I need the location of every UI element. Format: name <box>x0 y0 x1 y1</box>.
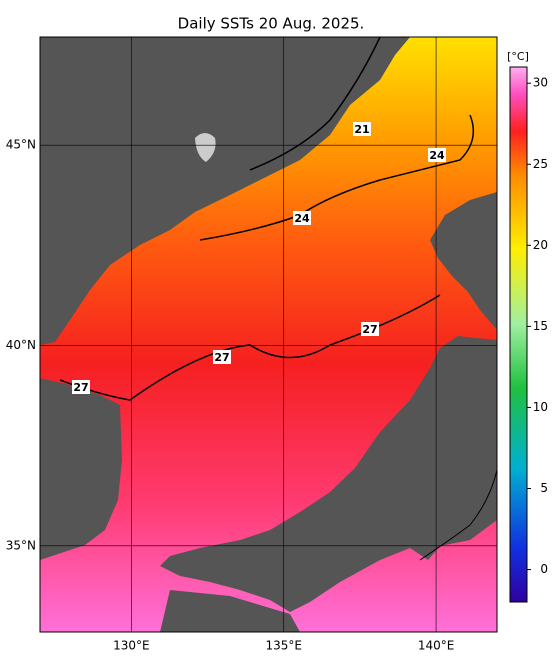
contour-label: 21 <box>354 123 369 136</box>
colorbar-tick-label: 15 <box>533 319 548 333</box>
colorbar <box>509 66 528 603</box>
contour-label-box <box>72 380 90 394</box>
contour-label: 27 <box>362 323 377 336</box>
contour-label: 27 <box>73 381 88 394</box>
contour <box>419 469 497 561</box>
land-hokkaido <box>430 192 497 330</box>
colorbar-tick-label: 10 <box>533 400 548 414</box>
colorbar-tick-label: 5 <box>540 481 548 495</box>
contour-label-box <box>293 211 311 225</box>
contour-label-box <box>428 148 446 162</box>
land-continent <box>40 37 410 345</box>
y-tick-label: 45°N <box>6 138 36 152</box>
colorbar-tick-label: 25 <box>533 157 548 171</box>
land-shikoku-kyushu <box>160 590 300 632</box>
colorbar-unit: [°C] <box>507 50 529 63</box>
contour-label-box <box>353 122 371 136</box>
map-area <box>40 37 497 632</box>
contour <box>199 114 475 241</box>
contour-label-box <box>213 350 231 364</box>
map-frame <box>39 36 498 633</box>
axes: 130°E 135°E 140°E 45°N 40°N 35°N 0 5 10 15 20 25 30 2… <box>6 37 548 653</box>
colorbar-tick-label: 20 <box>533 238 548 252</box>
land-korea <box>40 378 122 560</box>
colorbar-tick-label: 30 <box>533 76 548 90</box>
x-tick-label: 135°E <box>265 639 302 653</box>
x-tick-label: 130°E <box>113 639 150 653</box>
contour-label: 27 <box>214 351 229 364</box>
contour <box>249 37 381 171</box>
y-tick-label: 35°N <box>6 538 36 552</box>
contour-label-box <box>361 322 379 336</box>
title: Daily SSTs 20 Aug. 2025. <box>178 15 365 33</box>
y-tick-label: 40°N <box>6 338 36 352</box>
contour-label: 24 <box>429 149 445 162</box>
land-honshu <box>160 336 497 612</box>
x-tick-label: 140°E <box>418 639 455 653</box>
island <box>195 133 216 162</box>
colorbar-tick-label: 0 <box>540 562 548 576</box>
contour-label: 24 <box>294 212 310 225</box>
